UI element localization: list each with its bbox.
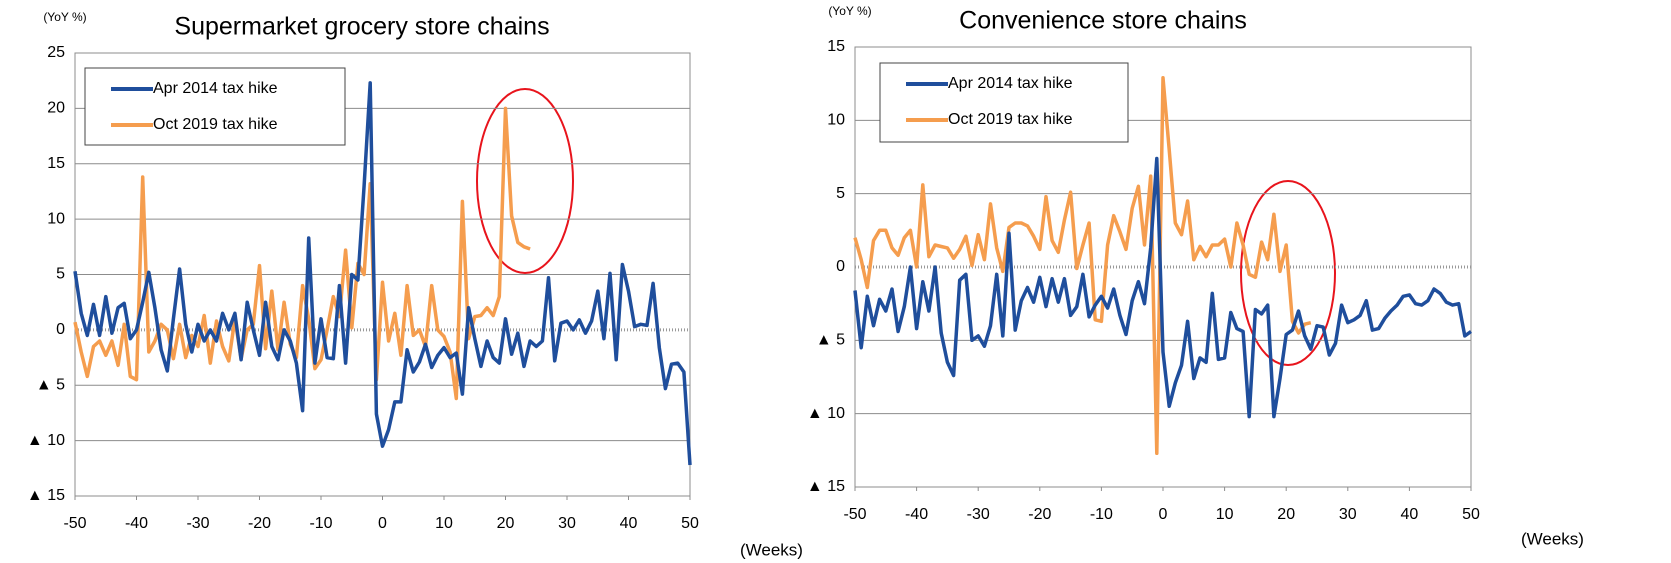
legend-label: Oct 2019 tax hike <box>153 116 278 133</box>
x-tick-label: 40 <box>1401 506 1419 523</box>
highlight-ellipse <box>476 88 574 274</box>
x-tick-label: -20 <box>248 515 271 532</box>
y-tick-label: 25 <box>47 44 65 61</box>
x-tick-label: -30 <box>186 515 209 532</box>
x-axis-label: (Weeks) <box>740 540 803 559</box>
y-tick-label: ▲ 10 <box>27 432 65 449</box>
x-tick-label: -10 <box>1090 506 1113 523</box>
x-tick-label: -40 <box>125 515 148 532</box>
y-axis-label: (YoY %) <box>828 4 871 18</box>
y-tick-label: 10 <box>827 112 845 129</box>
x-tick-label: -30 <box>967 506 990 523</box>
x-axis-label: (Weeks) <box>1521 529 1584 548</box>
y-tick-label: 15 <box>827 38 845 55</box>
series-line <box>73 81 692 466</box>
x-tick-label: 20 <box>1277 506 1295 523</box>
x-tick-label: 10 <box>1216 506 1234 523</box>
y-tick-label: ▲ 15 <box>807 478 845 495</box>
y-tick-label: ▲ 10 <box>807 405 845 422</box>
y-tick-label: 10 <box>47 210 65 227</box>
x-tick-label: -50 <box>843 506 866 523</box>
x-tick-label: 10 <box>435 515 453 532</box>
chart-title: Supermarket grocery store chains <box>174 13 549 41</box>
legend-box <box>879 62 1129 143</box>
x-tick-label: -40 <box>905 506 928 523</box>
y-tick-label: 0 <box>836 258 845 275</box>
legend-label: Apr 2014 tax hike <box>153 80 278 97</box>
x-tick-label: 20 <box>497 515 515 532</box>
highlight-ellipse <box>1240 180 1336 366</box>
y-tick-label: 5 <box>56 266 65 283</box>
series-line <box>853 156 1473 419</box>
y-tick-label: ▲ 5 <box>36 376 65 393</box>
y-tick-label: 5 <box>836 185 845 202</box>
x-tick-label: 30 <box>558 515 576 532</box>
y-tick-label: 0 <box>56 321 65 338</box>
chart-title: Convenience store chains <box>959 7 1247 35</box>
x-tick-label: 50 <box>681 515 699 532</box>
x-tick-label: -50 <box>63 515 86 532</box>
legend-box <box>84 67 346 146</box>
series-line <box>73 106 531 401</box>
series-line <box>853 76 1312 456</box>
x-tick-label: 30 <box>1339 506 1357 523</box>
y-tick-label: ▲ 15 <box>27 487 65 504</box>
x-tick-label: 0 <box>1159 506 1168 523</box>
x-tick-label: 50 <box>1462 506 1480 523</box>
y-tick-label: 15 <box>47 155 65 172</box>
y-tick-label: 20 <box>47 100 65 117</box>
legend-label: Oct 2019 tax hike <box>948 111 1073 128</box>
x-tick-label: -20 <box>1028 506 1051 523</box>
x-tick-label: -10 <box>309 515 332 532</box>
y-tick-label: ▲ 5 <box>816 332 845 349</box>
legend-label: Apr 2014 tax hike <box>948 75 1073 92</box>
x-tick-label: 40 <box>620 515 638 532</box>
y-axis-label: (YoY %) <box>43 10 86 24</box>
x-tick-label: 0 <box>378 515 387 532</box>
